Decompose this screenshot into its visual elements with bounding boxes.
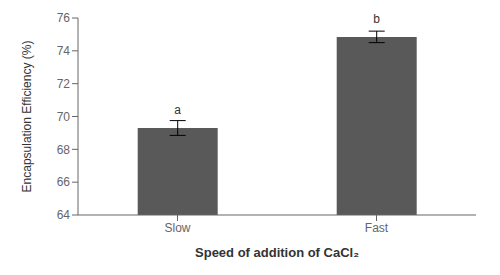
svg-text:Speed of addition of CaCl₂: Speed of addition of CaCl₂ xyxy=(195,245,359,260)
svg-text:Fast: Fast xyxy=(365,221,389,235)
svg-text:76: 76 xyxy=(57,11,71,25)
svg-text:72: 72 xyxy=(57,77,71,91)
svg-text:a: a xyxy=(174,103,181,117)
svg-text:74: 74 xyxy=(57,44,71,58)
svg-text:Slow: Slow xyxy=(164,221,190,235)
svg-text:64: 64 xyxy=(57,208,71,222)
svg-text:66: 66 xyxy=(57,175,71,189)
svg-text:Encapsulation Efficiency (%): Encapsulation Efficiency (%) xyxy=(20,41,34,193)
svg-text:68: 68 xyxy=(57,143,71,157)
svg-text:70: 70 xyxy=(57,110,71,124)
svg-text:b: b xyxy=(373,12,380,26)
